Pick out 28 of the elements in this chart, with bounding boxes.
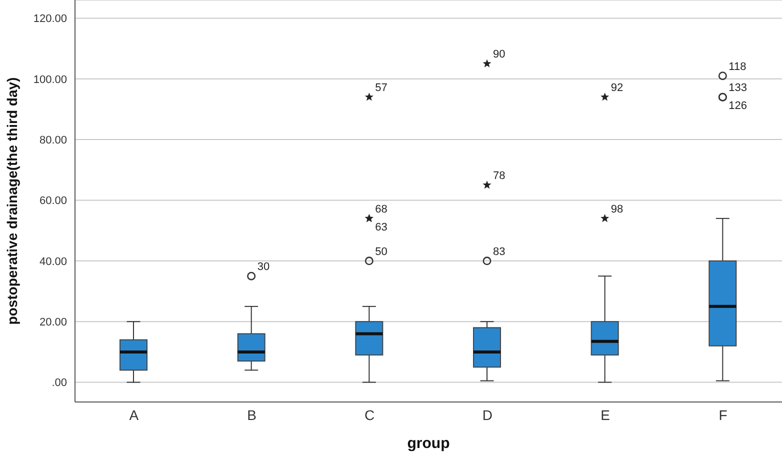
y-tick-label: 60.00 — [39, 195, 67, 208]
y-tick-label: 40.00 — [39, 256, 67, 268]
x-tick-label: A — [129, 406, 140, 423]
y-tick-label: 100.00 — [33, 74, 67, 86]
annotation: 50 — [375, 246, 388, 258]
annotation: 90 — [493, 48, 506, 61]
annotation: 98 — [610, 203, 624, 216]
annotation: 126 — [728, 100, 748, 112]
y-tick-label: 80.00 — [39, 134, 67, 146]
annotation: 68 — [375, 203, 388, 216]
annotation: 57 — [375, 82, 388, 94]
annotation: 118 — [728, 60, 746, 73]
x-tick-label: B — [247, 406, 256, 423]
annotation: 78 — [493, 170, 506, 182]
annotation: 133 — [728, 82, 748, 94]
y-axis-title: postoperative drainage(the third day) — [4, 77, 20, 325]
x-axis-title: group — [407, 435, 450, 452]
annotation: 30 — [257, 261, 270, 274]
y-tick-label: 120.00 — [33, 13, 67, 26]
x-tick-label: C — [364, 406, 375, 423]
annotation: 83 — [493, 246, 506, 258]
x-tick-label: D — [482, 406, 492, 423]
annotation: 92 — [610, 82, 624, 94]
y-tick-label: 20.00 — [39, 316, 67, 329]
y-tick-label: .00 — [52, 377, 67, 390]
x-tick-label: E — [600, 406, 610, 423]
annotation: 63 — [375, 221, 388, 234]
x-tick-label: F — [718, 406, 728, 423]
